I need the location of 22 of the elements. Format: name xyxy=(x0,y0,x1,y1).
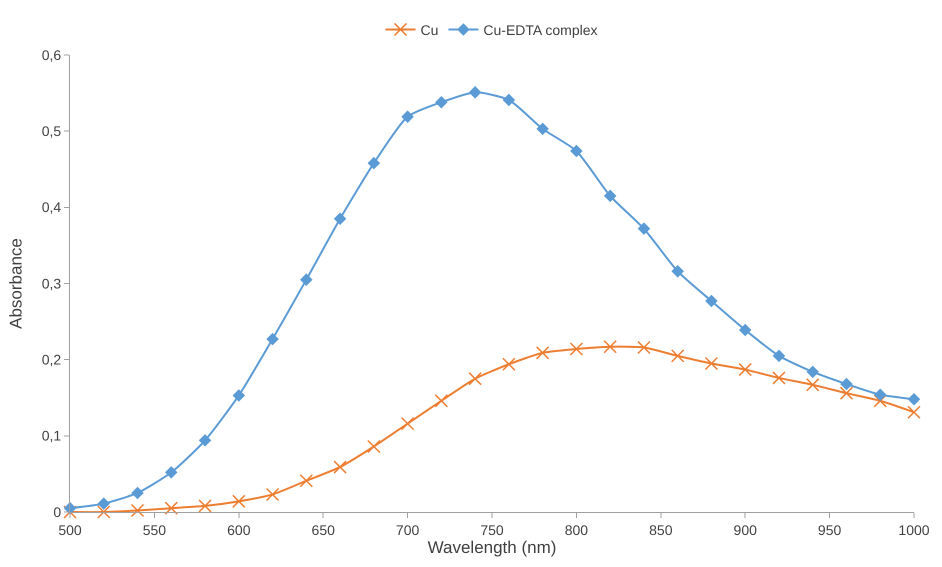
y-tick-label: 0,6 xyxy=(42,46,62,63)
y-tick-label: 0,2 xyxy=(42,352,62,368)
y-tick-label: 0,5 xyxy=(42,123,62,140)
y-axis-title: Absorbance xyxy=(6,238,26,329)
x-tick-label: 800 xyxy=(564,522,588,538)
x-tick-label: 850 xyxy=(649,522,673,538)
y-tick-label: 0,3 xyxy=(42,275,62,292)
x-tick-label: 1000 xyxy=(898,522,930,538)
legend-label: Cu xyxy=(420,22,438,38)
y-tick-label: 0,4 xyxy=(42,199,62,216)
x-tick-label: 500 xyxy=(58,522,82,538)
x-tick-label: 550 xyxy=(142,522,166,538)
x-tick-label: 700 xyxy=(396,522,420,538)
x-tick-label: 600 xyxy=(227,522,251,538)
x-tick-label: 900 xyxy=(734,522,758,538)
legend-label: Cu-EDTA complex xyxy=(483,22,598,38)
x-tick-label: 750 xyxy=(480,522,504,538)
y-tick-label: 0 xyxy=(53,504,62,520)
x-tick-label: 950 xyxy=(818,522,842,538)
y-tick-label: 0,1 xyxy=(42,428,62,444)
x-tick-label: 650 xyxy=(312,522,336,538)
x-axis-title: Wavelength (nm) xyxy=(428,538,556,558)
